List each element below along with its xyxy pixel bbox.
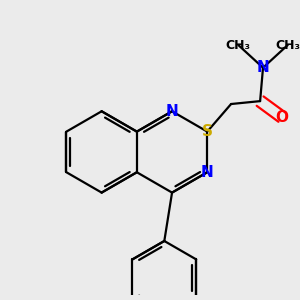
Text: CH₃: CH₃ [275, 39, 300, 52]
Text: CH₃: CH₃ [226, 39, 251, 52]
Text: N: N [166, 104, 178, 119]
Text: N: N [201, 165, 214, 180]
Text: O: O [275, 110, 288, 124]
Text: N: N [256, 60, 269, 75]
Text: S: S [202, 124, 213, 139]
